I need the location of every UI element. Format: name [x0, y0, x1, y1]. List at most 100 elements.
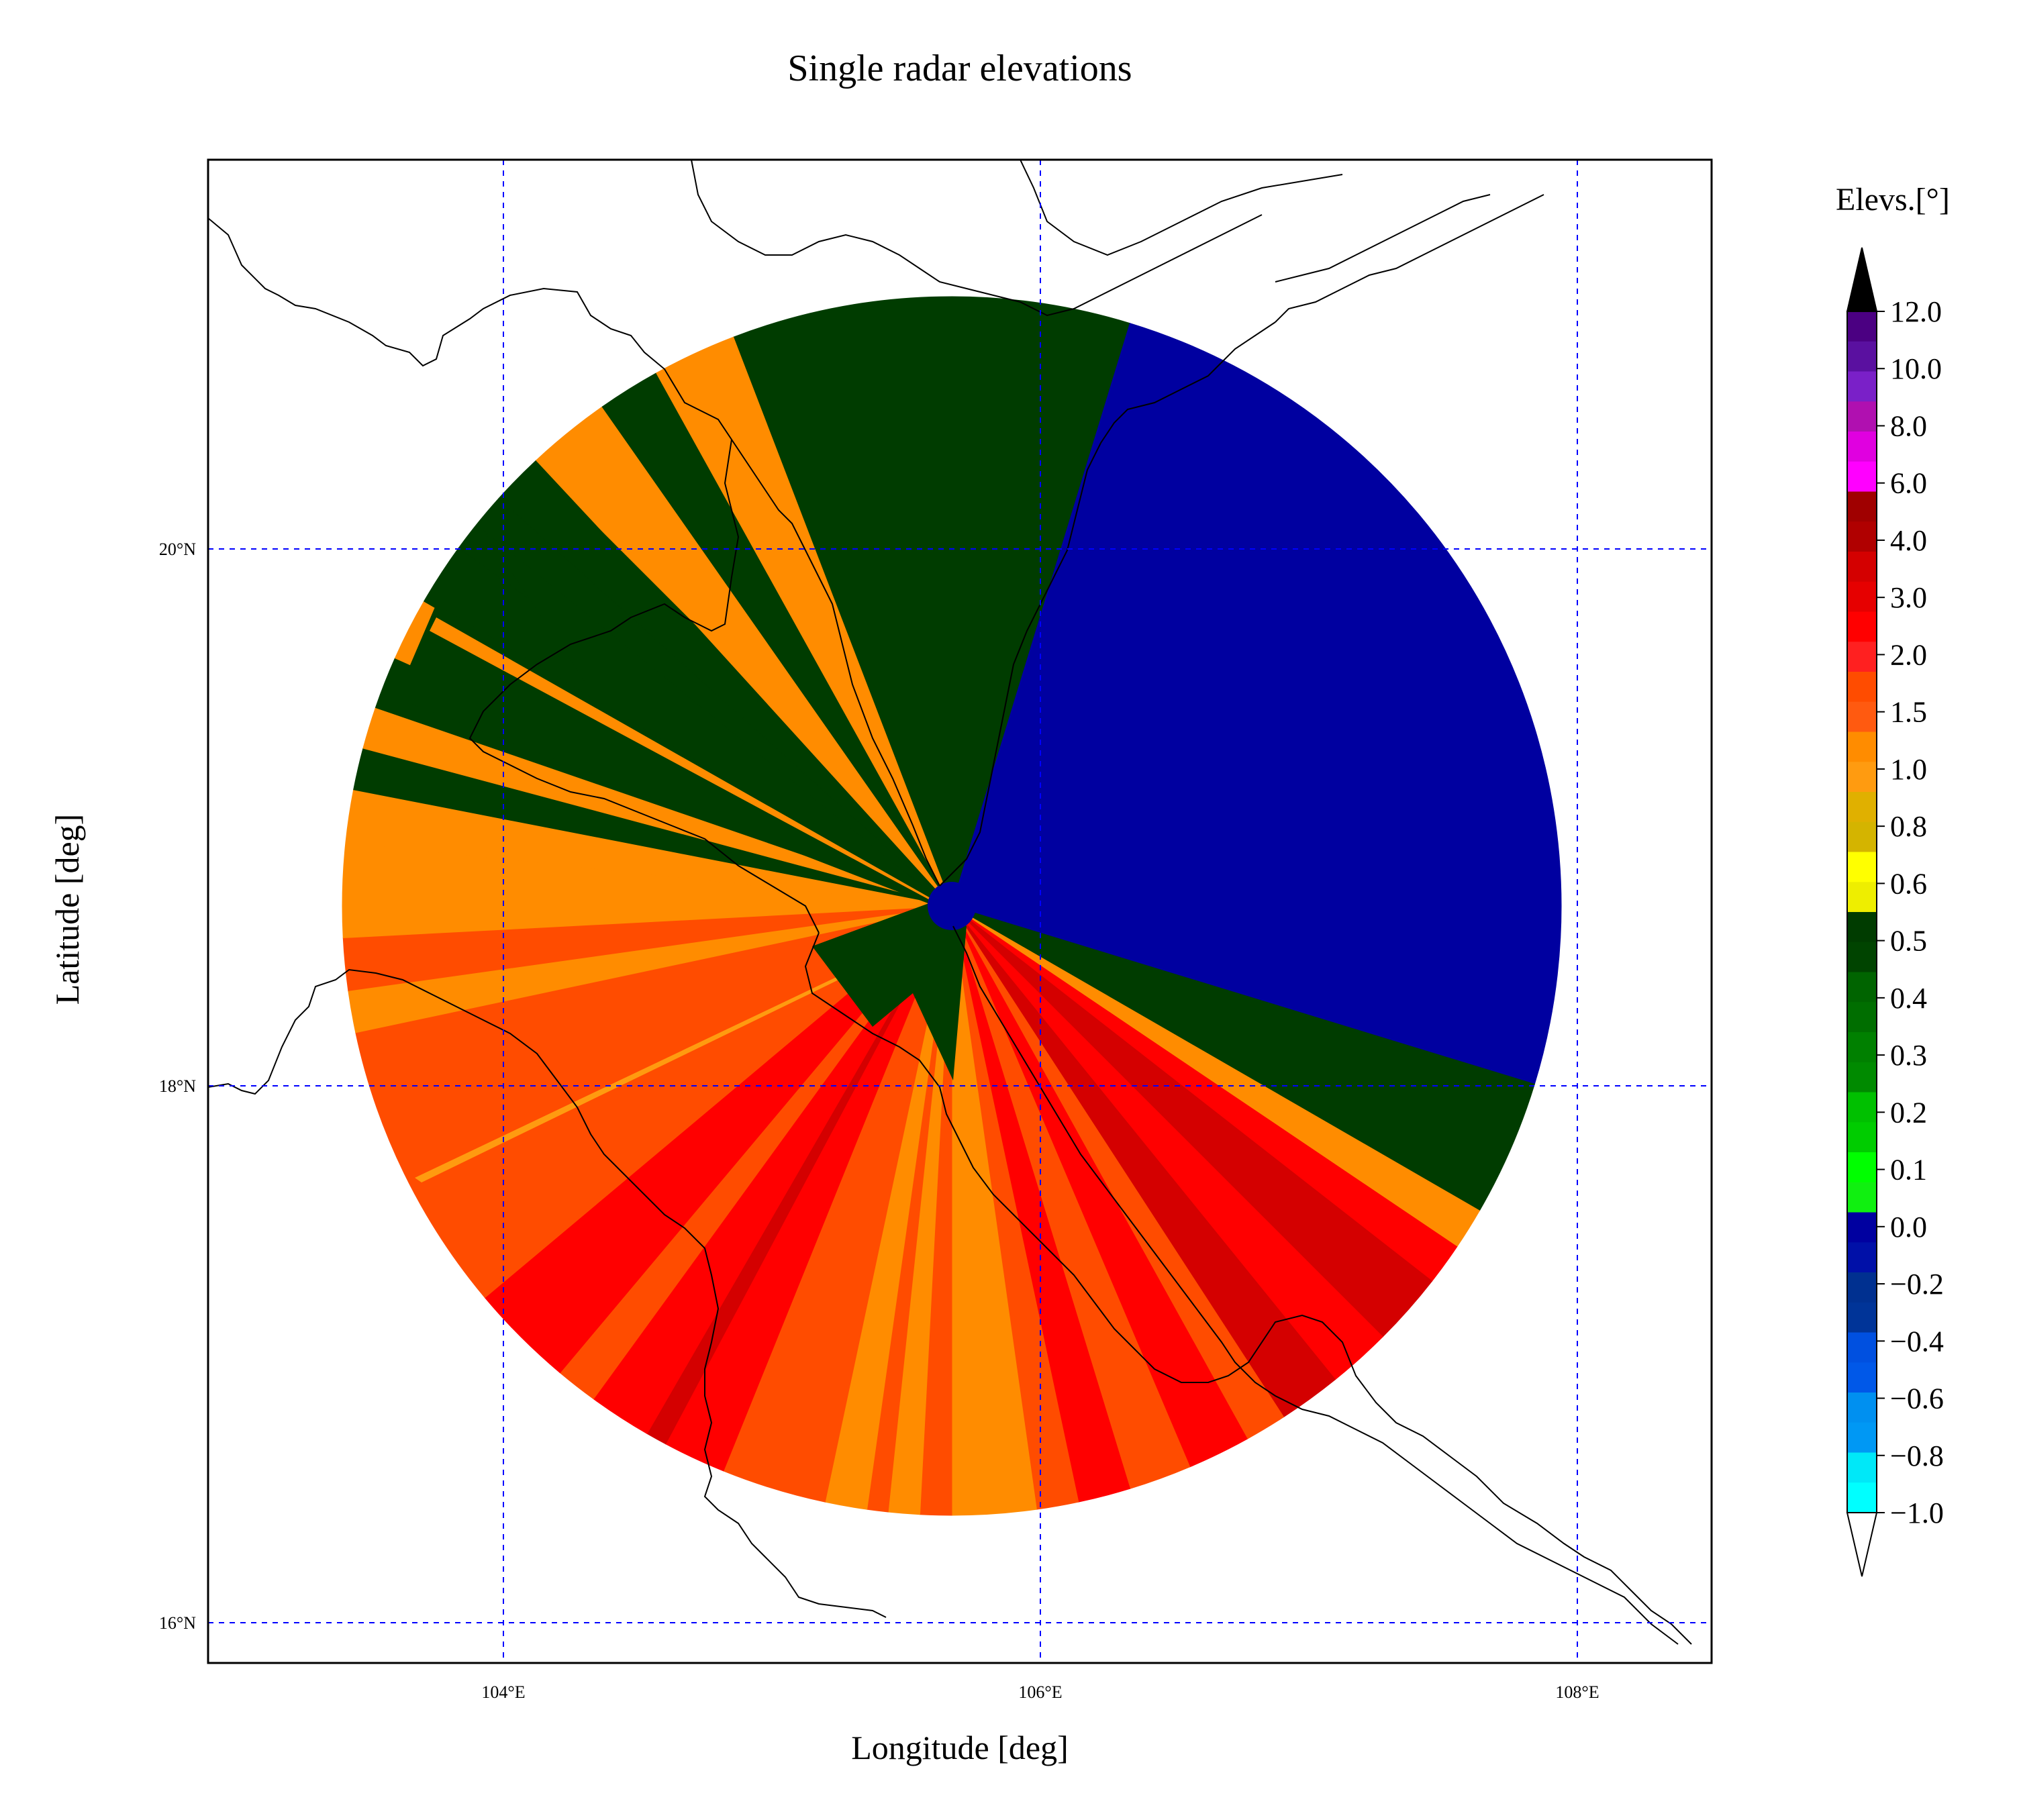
colorbar-tick-label: 6.0	[1890, 467, 1927, 500]
colorbar-bin	[1847, 611, 1877, 642]
longitude-tick-labels: 104°E 106°E 108°E	[481, 1682, 1599, 1702]
colorbar-tick-label: 1.0	[1890, 753, 1927, 786]
colorbar-bin	[1847, 1302, 1877, 1333]
colorbar-tick-label: 0.5	[1890, 925, 1927, 958]
dark-green-streak	[483, 530, 940, 905]
colorbar-tick-label: 0.4	[1890, 982, 1927, 1015]
x-axis-label: Longitude [deg]	[851, 1729, 1069, 1766]
colorbar-bin	[1847, 1332, 1877, 1363]
colorbar-tick-label: −0.8	[1890, 1439, 1944, 1472]
colorbar-tick-label: 10.0	[1890, 352, 1942, 385]
colorbar-tick-label: 3.0	[1890, 581, 1927, 614]
dark-green-streak	[537, 466, 942, 899]
longitude-tick-label: 108°E	[1555, 1682, 1599, 1702]
colorbar-bin	[1847, 401, 1877, 432]
orange-streak	[430, 617, 940, 905]
colorbar-tick-label: 0.0	[1890, 1211, 1927, 1244]
colorbar-tick-label: 0.2	[1890, 1096, 1927, 1129]
chart-title: Single radar elevations	[787, 48, 1132, 89]
colorbar-bin	[1847, 1212, 1877, 1243]
colorbar-tick-label: 0.6	[1890, 867, 1927, 900]
latitude-tick-label: 18°N	[159, 1076, 196, 1096]
longitude-tick-label: 106°E	[1018, 1682, 1062, 1702]
colorbar-bin	[1847, 912, 1877, 943]
colorbar-bin	[1847, 341, 1877, 372]
colorbar-extend-max	[1846, 247, 1878, 312]
coastline	[952, 925, 1679, 1645]
y-axis-label: Latitude [deg]	[48, 813, 86, 1005]
colorbar-bin	[1847, 642, 1877, 672]
latitude-tick-label: 16°N	[159, 1613, 196, 1633]
colorbar-tick-label: 12.0	[1890, 295, 1942, 328]
colorbar-title: Elevs.[°]	[1836, 182, 1950, 217]
colorbar-tick-label: −1.0	[1890, 1497, 1944, 1529]
colorbar-bin	[1847, 1092, 1877, 1123]
plot-area	[208, 160, 1712, 1663]
coastline	[1275, 194, 1491, 283]
colorbar-tick-label: −0.2	[1890, 1268, 1944, 1301]
colorbar-bin	[1847, 1422, 1877, 1454]
colorbar-bin	[1847, 942, 1877, 973]
colorbar-bin	[1847, 1242, 1877, 1273]
colorbar-bin	[1847, 1152, 1877, 1183]
colorbar-bin	[1847, 1182, 1877, 1213]
elevation-sector	[355, 905, 952, 1299]
elevation-sector	[951, 905, 1535, 1211]
radar-site-marker	[928, 882, 976, 930]
colorbar-bin	[1847, 821, 1877, 853]
colorbar-bin	[1847, 311, 1877, 342]
colorbar-bin	[1847, 972, 1877, 1003]
dark-green-inland	[812, 899, 967, 1080]
colorbar-tick-label: 0.3	[1890, 1039, 1927, 1072]
colorbar-bin	[1847, 1452, 1877, 1483]
border-line	[691, 160, 1263, 317]
colorbar-bin	[1847, 491, 1877, 522]
colorbar-frame	[1846, 311, 1877, 1513]
gridlines	[208, 160, 1712, 1663]
elevation-sector	[656, 336, 952, 907]
colorbar-tick-label: −0.4	[1890, 1325, 1944, 1358]
colorbar-bin	[1847, 1272, 1877, 1303]
colorbar-bin	[1847, 521, 1877, 552]
colorbar-bin	[1847, 731, 1877, 762]
colorbar: 12.0 10.0 8.0 6.0 4.0 3.0 2.0 1.5 1.0 0.8 0.6 0.5 0.…	[1846, 247, 1944, 1577]
colorbar-bin	[1847, 1362, 1877, 1393]
colorbar-tick-label: −0.6	[1890, 1382, 1944, 1415]
colorbar-bin	[1847, 371, 1877, 402]
colorbar-bin	[1847, 1032, 1877, 1063]
colorbar-bin	[1847, 432, 1877, 462]
colorbar-tick-label: 2.0	[1890, 638, 1927, 671]
colorbar-bin	[1847, 552, 1877, 583]
colorbar-bin	[1847, 581, 1877, 613]
colorbar-bin	[1847, 1393, 1877, 1423]
colorbar-bin	[1847, 1062, 1877, 1093]
coastline	[1275, 194, 1544, 323]
axes-frame	[207, 158, 1713, 1664]
border-line	[469, 439, 820, 933]
colorbar-bin	[1847, 672, 1877, 703]
border-line	[208, 217, 940, 887]
border-line	[1020, 160, 1343, 256]
colorbar-bin	[1847, 1482, 1877, 1513]
colorbar-tick-label: 0.8	[1890, 810, 1927, 843]
colorbar-bin	[1847, 1122, 1877, 1153]
colorbar-bin	[1847, 852, 1877, 882]
colorbar-tick-label: 4.0	[1890, 524, 1927, 557]
colorbar-tick-label: 1.5	[1890, 696, 1927, 729]
colorbar-extend-min	[1846, 1512, 1878, 1577]
colorbar-tick-label: 8.0	[1890, 409, 1927, 442]
longitude-tick-label: 104°E	[481, 1682, 525, 1702]
border-line	[208, 968, 887, 1618]
elevation-sector	[951, 323, 1562, 1085]
colorbar-bin	[1847, 1002, 1877, 1033]
latitude-tick-labels: 20°N 18°N 16°N	[159, 540, 196, 1633]
orange-streak	[415, 925, 946, 1182]
colorbar-bin	[1847, 762, 1877, 793]
latitude-tick-label: 20°N	[159, 540, 196, 559]
colorbar-bin	[1847, 461, 1877, 493]
overlay-streaks	[396, 466, 967, 1182]
border-line	[804, 932, 1692, 1645]
colorbar-bin	[1847, 882, 1877, 913]
